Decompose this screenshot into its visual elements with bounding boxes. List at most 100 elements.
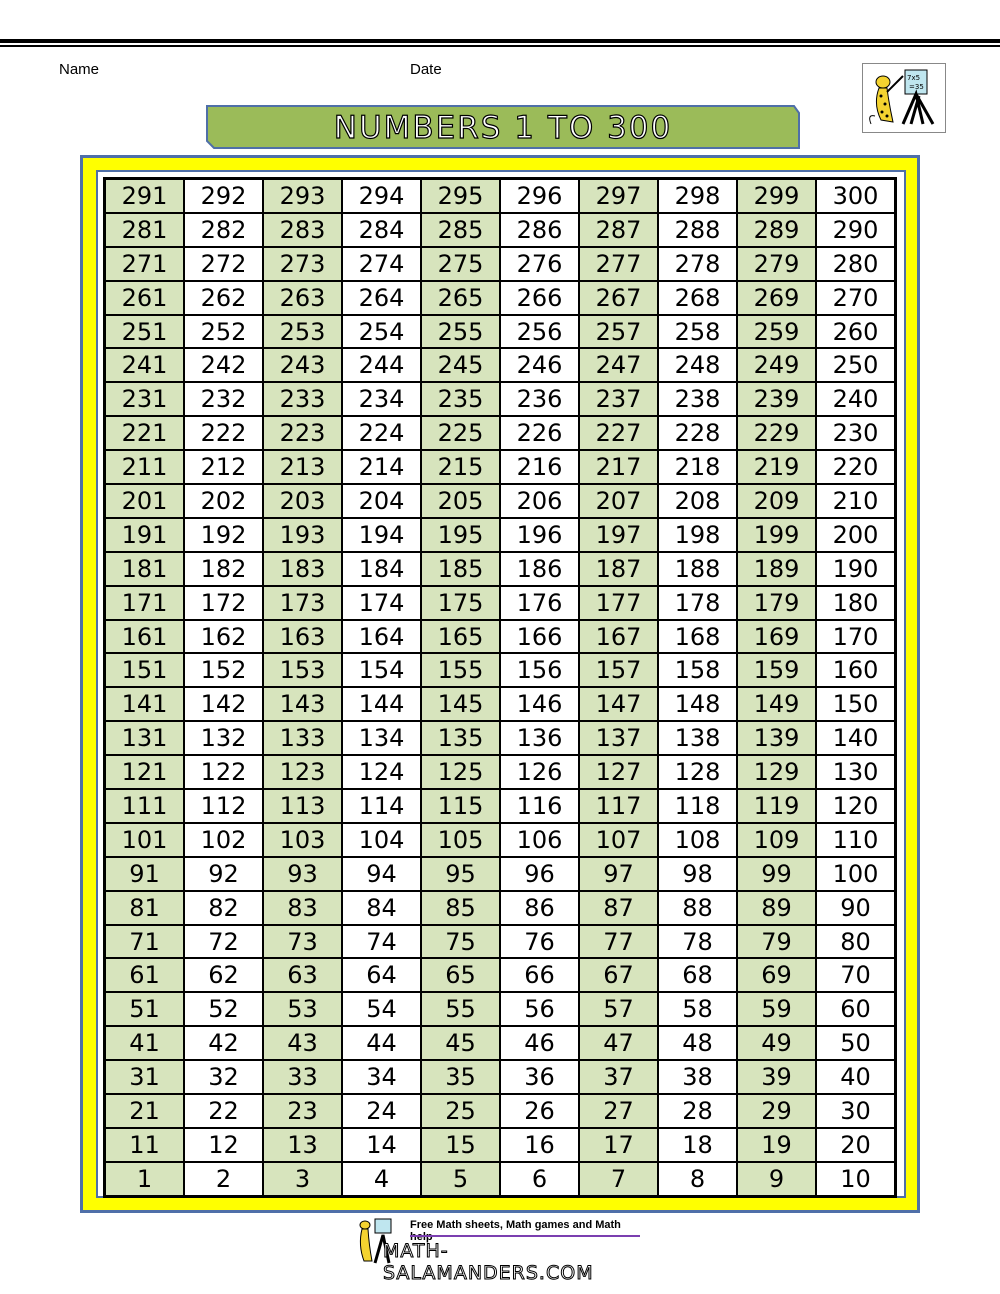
number-cell: 103 [262,821,343,858]
number-cell: 265 [420,279,501,316]
number-cell: 277 [578,245,659,282]
number-cell: 111 [103,788,185,824]
number-cell: 264 [341,279,422,316]
chart-row: 151 152 153 154 155 156 157 158 159 160 [103,652,897,689]
chart-row: 261 262 263 264 265 266 267 268 269 270 [103,279,897,316]
number-cell: 72 [183,923,264,960]
number-cell: 3 [262,1160,343,1198]
number-cell: 2 [183,1160,264,1198]
number-cell: 136 [499,720,580,757]
chart-row: 1 2 3 4 5 6 7 8 9 10 [103,1160,897,1198]
number-cell: 185 [420,550,501,587]
number-cell: 21 [103,1093,185,1129]
chart-row: 31 32 33 34 35 36 37 38 39 40 [103,1059,897,1096]
number-cell: 22 [183,1093,264,1129]
number-cell: 105 [420,821,501,858]
number-cell: 197 [578,516,659,553]
number-cell: 126 [499,754,580,791]
number-cell: 146 [499,686,580,723]
number-cell: 47 [578,1025,659,1062]
number-cell: 65 [420,957,501,994]
chart-row: 81 82 83 84 85 86 87 88 89 90 [103,889,897,926]
number-cell: 35 [420,1059,501,1096]
number-cell: 23 [262,1093,343,1129]
chart-row: 171 172 173 174 175 176 177 178 179 180 [103,584,897,621]
number-cell: 109 [736,821,817,858]
number-cell: 293 [262,177,343,214]
number-cell: 93 [262,855,343,892]
number-cell: 291 [103,177,185,214]
number-cell: 177 [578,584,659,621]
chart-row: 41 42 43 44 45 46 47 48 49 50 [103,1025,897,1062]
number-cell: 95 [420,855,501,892]
number-cell: 14 [341,1126,422,1163]
chart-frame: 291 292 293 294 295 296 297 298 299 300 281 282 283 2… [80,155,920,1213]
salamander-teacher-icon: 7x5 =35 [869,69,935,125]
footer-site-link[interactable]: MATH-SALAMANDERS.COM [383,1240,594,1285]
number-cell: 88 [657,889,738,926]
number-cell: 281 [103,211,185,248]
number-cell: 256 [499,313,580,350]
number-cell: 101 [103,821,185,858]
number-cell: 141 [103,686,185,723]
number-cell: 40 [815,1059,897,1096]
number-cell: 166 [499,618,580,655]
number-cell: 180 [815,584,897,621]
number-cell: 225 [420,415,501,452]
number-cell: 207 [578,483,659,519]
number-cell: 43 [262,1025,343,1062]
number-cell: 198 [657,516,738,553]
number-cell: 157 [578,652,659,689]
chart-row: 111 112 113 114 115 116 117 118 119 120 [103,788,897,824]
number-cell: 196 [499,516,580,553]
number-cell: 183 [262,550,343,587]
number-cell: 70 [815,957,897,994]
number-cell: 170 [815,618,897,655]
number-cell: 114 [341,788,422,824]
number-cell: 97 [578,855,659,892]
number-cell: 110 [815,821,897,858]
number-cell: 118 [657,788,738,824]
number-cell: 282 [183,211,264,248]
number-cell: 149 [736,686,817,723]
footer-divider [410,1235,640,1237]
number-cell: 100 [815,855,897,892]
number-cell: 202 [183,483,264,519]
number-cell: 19 [736,1126,817,1163]
number-cell: 78 [657,923,738,960]
number-cell: 138 [657,720,738,757]
number-cell: 199 [736,516,817,553]
number-cell: 83 [262,889,343,926]
number-cell: 159 [736,652,817,689]
number-cell: 29 [736,1093,817,1129]
number-cell: 273 [262,245,343,282]
number-cell: 63 [262,957,343,994]
number-cell: 28 [657,1093,738,1129]
number-cell: 217 [578,449,659,486]
number-cell: 77 [578,923,659,960]
number-cell: 237 [578,381,659,418]
chart-row: 131 132 133 134 135 136 137 138 139 140 [103,720,897,757]
number-cell: 84 [341,889,422,926]
number-cell: 240 [815,381,897,418]
number-cell: 288 [657,211,738,248]
number-cell: 257 [578,313,659,350]
top-rule-thin [0,45,1000,47]
number-cell: 162 [183,618,264,655]
number-cell: 68 [657,957,738,994]
number-cell: 61 [103,957,185,994]
number-cell: 6 [499,1160,580,1198]
number-cell: 209 [736,483,817,519]
number-cell: 18 [657,1126,738,1163]
salamander-icon [359,1218,392,1264]
number-cell: 39 [736,1059,817,1096]
number-cell: 270 [815,279,897,316]
chart-row: 11 12 13 14 15 16 17 18 19 20 [103,1126,897,1163]
chart-row: 51 52 53 54 55 56 57 58 59 60 [103,991,897,1028]
chart-row: 201 202 203 204 205 206 207 208 209 210 [103,483,897,519]
number-cell: 241 [103,347,185,384]
number-cell: 69 [736,957,817,994]
number-cell: 263 [262,279,343,316]
number-cell: 184 [341,550,422,587]
number-cell: 189 [736,550,817,587]
